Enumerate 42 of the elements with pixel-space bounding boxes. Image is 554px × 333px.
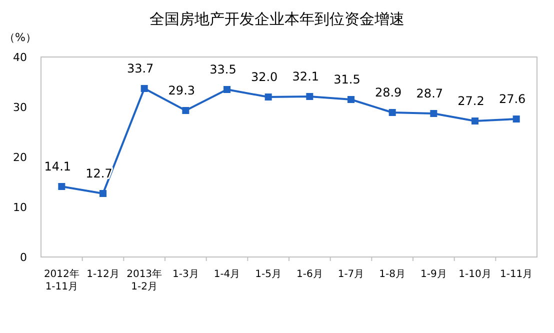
x-tick-label: 1-12月 xyxy=(86,269,120,280)
x-tick-label: 1-6月 xyxy=(296,269,323,280)
point xyxy=(512,116,520,122)
x-tick-label: 2012年 1-11月 xyxy=(44,268,80,292)
data-label: 27.2 xyxy=(458,94,484,108)
x-tick-label: 1-8月 xyxy=(379,269,406,280)
point xyxy=(100,190,106,197)
data-label: 28.7 xyxy=(416,86,444,100)
data-label: 28.9 xyxy=(374,86,402,100)
point xyxy=(224,86,230,93)
x-tick-label: 2013年 1-2月 xyxy=(126,268,162,292)
data-label: 14.1 xyxy=(44,160,72,174)
data-label: 33.5 xyxy=(210,62,236,76)
data-label: 29.3 xyxy=(168,84,196,98)
data-label: 33.7 xyxy=(126,62,154,76)
y-tick-label: 10 xyxy=(13,201,27,214)
point xyxy=(306,93,314,100)
x-tick-label: 1-11月 xyxy=(500,269,533,280)
point xyxy=(388,109,396,116)
y-tick-label: 20 xyxy=(13,151,27,164)
data-label: 32.0 xyxy=(250,70,278,84)
x-tick-label: 1-9月 xyxy=(420,269,447,280)
point xyxy=(140,85,148,92)
chart-title: 全国房地产开发企业本年到位资金增速 xyxy=(150,10,404,28)
y-tick-label: 40 xyxy=(13,51,27,64)
data-label: 31.5 xyxy=(334,72,360,86)
x-tick-label: 1-5月 xyxy=(255,269,282,280)
data-label: 32.1 xyxy=(292,70,320,84)
x-tick-label: 1-7月 xyxy=(338,269,364,280)
point xyxy=(348,96,354,103)
point xyxy=(264,94,272,100)
point xyxy=(472,118,478,124)
x-tick-label: 1-10月 xyxy=(458,269,492,280)
x-tick-label: 1-4月 xyxy=(214,269,240,280)
point xyxy=(182,107,190,114)
data-label: 27.6 xyxy=(498,92,526,106)
y-axis-title: （%） xyxy=(4,31,36,44)
point xyxy=(58,183,66,190)
y-tick-label: 0 xyxy=(20,251,27,264)
point xyxy=(430,110,438,117)
y-tick-label: 30 xyxy=(13,101,27,114)
x-tick-label: 1-3月 xyxy=(172,269,199,280)
